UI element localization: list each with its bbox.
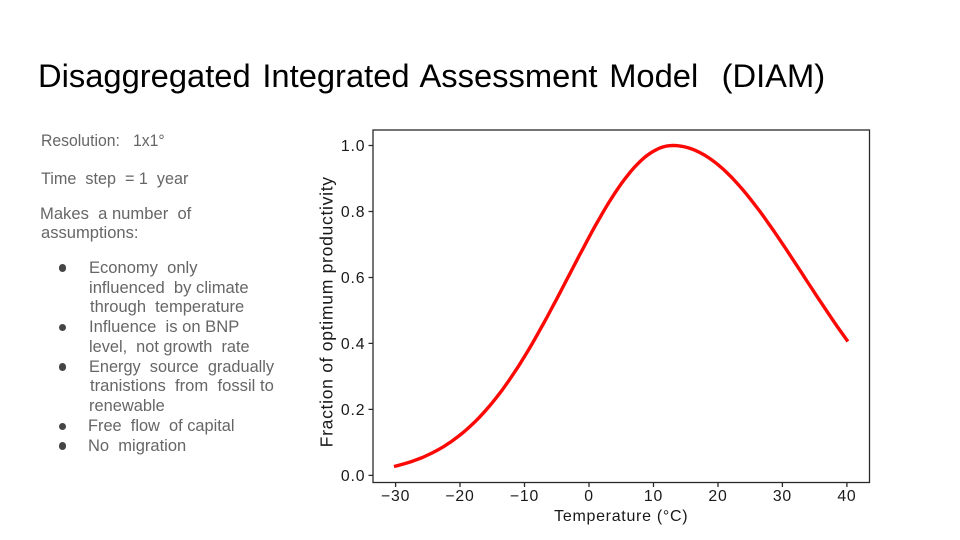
svg-text:Fraction of optimum productivi: Fraction of optimum productivity <box>317 176 337 447</box>
svg-text:30: 30 <box>773 488 792 505</box>
svg-text:0.2: 0.2 <box>341 402 365 419</box>
svg-text:−20: −20 <box>445 488 474 505</box>
svg-text:−30: −30 <box>381 488 410 505</box>
svg-text:0.0: 0.0 <box>341 468 365 485</box>
svg-text:0.4: 0.4 <box>341 336 365 353</box>
svg-text:0.8: 0.8 <box>341 204 365 221</box>
svg-text:−10: −10 <box>510 488 539 505</box>
svg-text:1.0: 1.0 <box>341 138 365 155</box>
svg-text:40: 40 <box>837 488 856 505</box>
svg-text:0: 0 <box>584 488 594 505</box>
svg-text:0.6: 0.6 <box>341 270 365 287</box>
svg-text:20: 20 <box>708 488 727 505</box>
svg-text:Temperature (°C): Temperature (°C) <box>554 508 688 525</box>
svg-text:10: 10 <box>644 488 663 505</box>
